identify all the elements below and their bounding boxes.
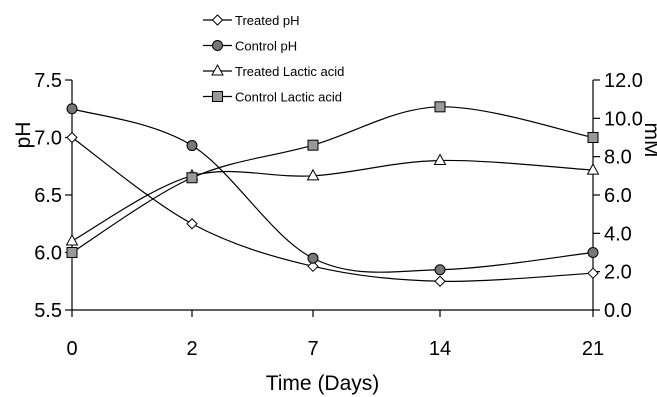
series-4 <box>66 101 599 258</box>
series-1 <box>66 131 599 287</box>
legend-entry: Control pH <box>203 39 297 54</box>
legend-circle-marker <box>212 40 223 51</box>
y-left-tick-label: 5.5 <box>34 300 62 322</box>
x-tick-label: 21 <box>582 338 604 360</box>
y-right-tick-label: 0.0 <box>604 300 632 322</box>
data-point-circle-marker <box>307 252 319 264</box>
data-point-square-marker <box>587 132 599 143</box>
data-point-diamond-marker <box>307 260 319 273</box>
y-left-tick-label: 6.5 <box>34 185 62 207</box>
data-point-square-marker <box>434 101 446 113</box>
y-right-tick-label: 12.0 <box>604 70 643 92</box>
legend-triangle-marker <box>211 63 224 76</box>
data-point-triangle-marker <box>433 153 447 165</box>
series-line <box>71 106 594 254</box>
legend-label: Control Lactic acid <box>235 90 342 105</box>
series-3 <box>65 153 600 246</box>
series-line <box>71 108 594 273</box>
y-right-tick-label: 2.0 <box>604 262 632 284</box>
data-point-square-marker <box>186 172 198 184</box>
x-tick-label: 14 <box>429 338 451 360</box>
y-axis-right-title: mM <box>640 123 657 158</box>
data-point-diamond-marker <box>186 218 198 230</box>
legend-label: Treated pH <box>235 13 300 28</box>
legend-label: Treated Lactic acid <box>235 64 344 79</box>
y-right-tick-label: 4.0 <box>604 223 632 245</box>
legend-entry: Treated pH <box>203 13 300 28</box>
data-point-circle-marker <box>66 103 78 115</box>
y-right-tick-label: 8.0 <box>604 147 632 169</box>
series-layer <box>65 101 600 287</box>
x-axis-title: Time (Days) <box>266 372 380 395</box>
data-point-circle-marker <box>434 264 446 276</box>
series-line <box>71 137 594 282</box>
y-left-tick-label: 6.0 <box>34 243 62 265</box>
legend-entry: Control Lactic acid <box>203 90 342 105</box>
legend-square-marker <box>212 91 223 102</box>
x-tick-label: 7 <box>307 338 318 360</box>
legend: Treated pH Control pH Treated Lactic acid C… <box>203 13 344 105</box>
data-point-triangle-marker <box>586 163 600 175</box>
series-2 <box>66 103 599 276</box>
y-axis-left-title: pH <box>12 122 35 149</box>
data-point-square-marker <box>307 139 319 151</box>
y-right-tick-label: 10.0 <box>604 108 643 130</box>
y-right-tick-label: 6.0 <box>604 185 632 207</box>
data-point-triangle-marker <box>65 233 79 246</box>
legend-label: Control pH <box>235 39 297 54</box>
data-point-square-marker <box>66 247 78 258</box>
legend-entry: Treated Lactic acid <box>203 63 344 79</box>
y-left-tick-label: 7.5 <box>34 70 62 92</box>
x-tick-label: 0 <box>66 338 77 360</box>
data-point-diamond-marker <box>434 275 446 287</box>
data-point-diamond-marker <box>587 267 599 279</box>
x-tick-label: 2 <box>186 338 197 360</box>
data-point-circle-marker <box>587 247 599 258</box>
data-point-circle-marker <box>186 140 198 152</box>
legend-diamond-marker <box>211 14 224 26</box>
y-left-tick-label: 7.0 <box>34 128 62 150</box>
data-point-diamond-marker <box>66 131 78 144</box>
axes: 5.5 6.0 6.5 7.0 7.5 0.0 2.0 4.0 6.0 8.0 10.0 12.0 0 2… <box>34 70 643 360</box>
data-point-triangle-marker <box>306 168 320 181</box>
